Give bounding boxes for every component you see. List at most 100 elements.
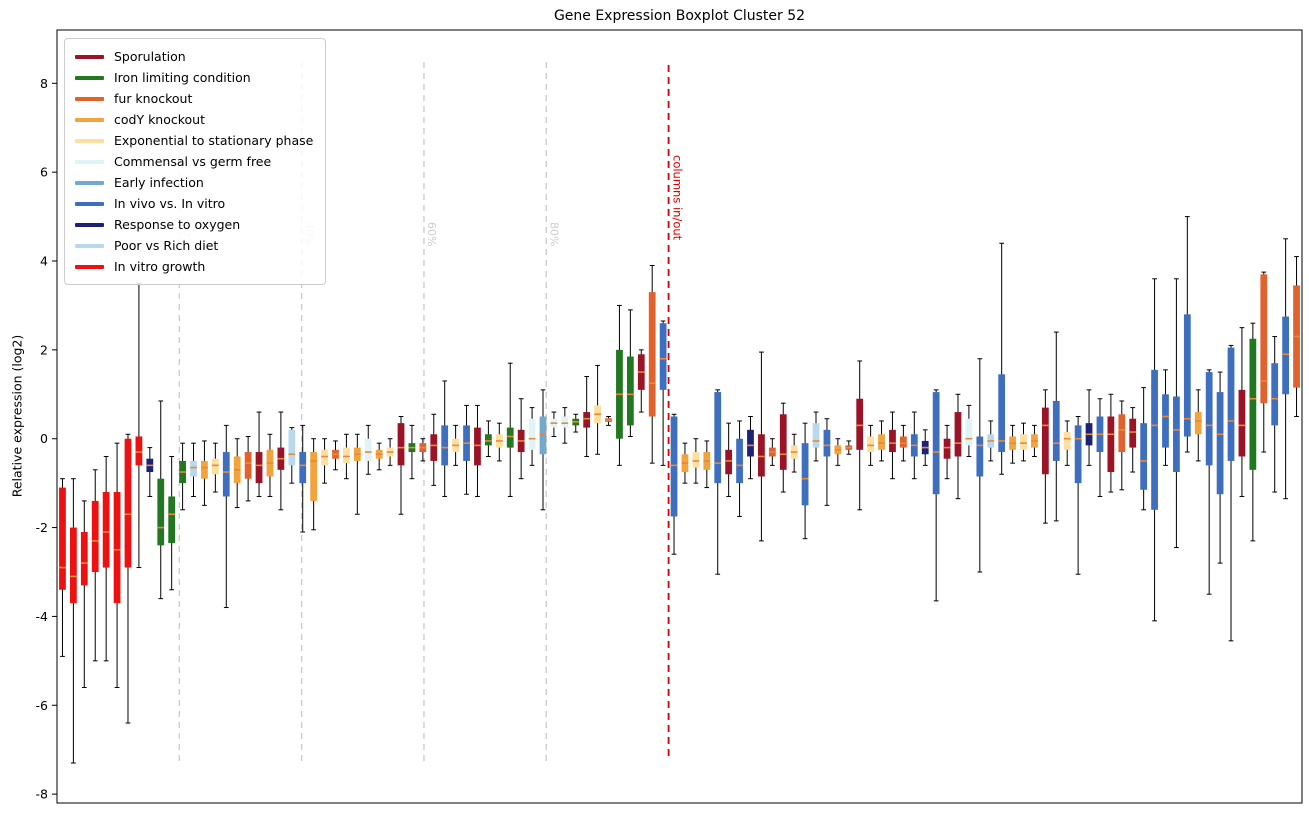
- y-tick-label: 0: [40, 431, 48, 446]
- legend-item: Iron limiting condition: [75, 67, 313, 88]
- boxplot-box: [1205, 369, 1213, 595]
- boxplot-box: [878, 420, 885, 462]
- boxplot-box: [474, 404, 481, 497]
- boxplot-box: [823, 418, 831, 506]
- boxplot-box: [1271, 336, 1279, 493]
- boxplot-box: [1260, 271, 1268, 453]
- percent-line-label: 60%: [425, 222, 438, 246]
- legend-label: Poor vs Rich diet: [114, 238, 219, 253]
- y-tick-label: -2: [36, 520, 48, 535]
- boxplot-box: [332, 440, 339, 471]
- boxplot-box: [747, 416, 754, 480]
- boxplot-box: [1129, 407, 1137, 473]
- boxplot-box: [484, 420, 492, 457]
- boxplot-box: [102, 455, 110, 662]
- legend-item: Sporulation: [75, 46, 313, 67]
- boxplot-box: [801, 422, 809, 540]
- legend-swatch: [75, 96, 104, 101]
- boxplot-box: [1249, 322, 1257, 542]
- boxplot-box: [834, 438, 842, 466]
- boxplot-box: [921, 429, 929, 466]
- boxplot-box: [954, 393, 962, 500]
- boxplot-box: [626, 309, 634, 437]
- boxplot-box: [430, 413, 438, 486]
- legend-item: Poor vs Rich diet: [75, 235, 313, 256]
- boxplot-box: [692, 438, 700, 484]
- boxplot-box: [561, 407, 569, 444]
- boxplot-box: [736, 420, 743, 517]
- boxplot-box: [244, 435, 252, 502]
- boxplot-box: [768, 438, 776, 466]
- boxplot-box: [113, 442, 121, 688]
- boxplot-box: [987, 420, 995, 462]
- boxplot-box: [659, 320, 667, 466]
- boxplot-box: [1194, 389, 1202, 462]
- boxplot-box: [69, 478, 77, 764]
- boxplot-box: [168, 455, 176, 591]
- boxplot-box: [386, 438, 394, 466]
- boxplot-box: [1173, 278, 1180, 549]
- legend-label: In vitro growth: [114, 259, 206, 274]
- boxplot-box: [648, 264, 656, 464]
- y-tick-label: 4: [40, 254, 48, 269]
- percent-line-label: 80%: [547, 222, 560, 246]
- boxplot-box: [375, 442, 383, 471]
- boxplot-box: [1052, 331, 1060, 522]
- boxplot-box: [1118, 400, 1126, 491]
- legend-swatch: [75, 117, 104, 122]
- boxplot-box: [233, 438, 241, 509]
- boxplot-box: [910, 411, 918, 480]
- boxplot-box: [1282, 238, 1290, 500]
- legend-item: In vitro growth: [75, 256, 313, 277]
- boxplot-box: [965, 404, 973, 457]
- boxplot-box: [943, 424, 951, 480]
- legend-label: Early infection: [114, 175, 204, 190]
- y-tick-label: 2: [40, 342, 48, 357]
- boxplot-box: [299, 424, 307, 533]
- legend-label: Commensal vs germ free: [114, 154, 272, 169]
- boxplot-box: [1085, 389, 1093, 466]
- boxplot-box: [495, 422, 503, 462]
- boxplot-box: [222, 424, 230, 609]
- boxplot-box: [1074, 416, 1082, 575]
- legend-label: Exponential to stationary phase: [114, 133, 314, 148]
- boxplot-box: [976, 358, 984, 573]
- boxplot-box: [1227, 344, 1235, 642]
- boxplot-box: [681, 442, 689, 484]
- boxplot-box: [190, 442, 197, 497]
- boxplot-box: [1293, 256, 1300, 417]
- boxplot-box: [353, 433, 361, 515]
- legend-label: codY knockout: [114, 112, 206, 127]
- boxplot-box: [321, 438, 328, 484]
- legend-label: fur knockout: [114, 91, 193, 106]
- legend-swatch: [75, 201, 104, 206]
- boxplot-box: [725, 422, 733, 497]
- boxplot-box: [1151, 278, 1158, 622]
- legend-item: codY knockout: [75, 109, 313, 130]
- chart-title: Gene Expression Boxplot Cluster 52: [553, 8, 806, 24]
- boxplot-box: [1140, 387, 1148, 511]
- legend-item: fur knockout: [75, 88, 313, 109]
- boxplot-box: [179, 442, 186, 511]
- boxplot-box: [605, 416, 612, 426]
- boxplot-box: [255, 411, 263, 497]
- boxplot-box: [1238, 327, 1246, 497]
- y-axis-label: Relative expression (log2): [9, 334, 25, 498]
- boxplot-box: [408, 424, 416, 480]
- boxplot-box: [856, 360, 864, 511]
- boxplot-box: [201, 440, 208, 506]
- boxplot-box: [157, 400, 165, 600]
- boxplot-box: [419, 438, 427, 462]
- y-tick-label: -6: [36, 698, 49, 713]
- boxplot-box: [528, 407, 536, 466]
- boxplot-box: [616, 304, 623, 466]
- boxplot-box: [397, 416, 405, 515]
- legend-item: Commensal vs germ free: [75, 151, 313, 172]
- boxplot-box: [343, 433, 350, 480]
- boxplot-box: [1063, 420, 1071, 466]
- boxplot-box: [59, 478, 66, 657]
- boxplot-box: [506, 362, 514, 497]
- legend-swatch: [75, 264, 104, 269]
- boxplot-box: [932, 389, 940, 602]
